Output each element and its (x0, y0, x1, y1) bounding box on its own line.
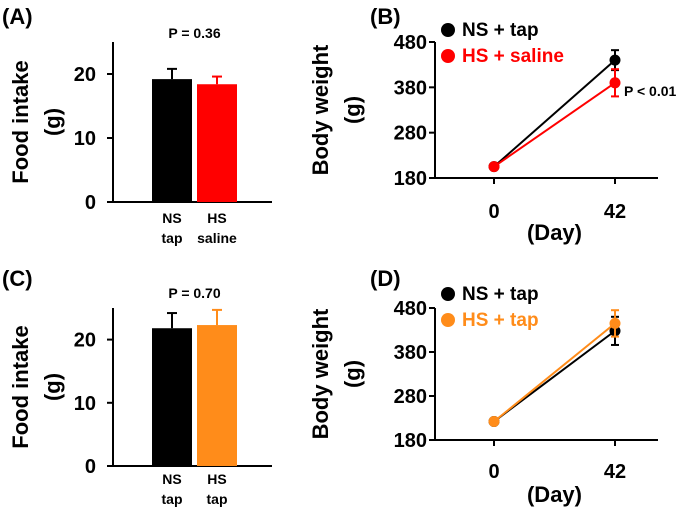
panel-label: (D) (370, 266, 401, 291)
p-value-annotation: P = 0.36 (168, 25, 221, 41)
x-tick-label: 42 (604, 461, 626, 483)
category-label: NS (162, 471, 181, 487)
y-axis-title: Food intake (8, 60, 33, 183)
y-tick-label: 20 (74, 330, 96, 352)
legend-label: NS + tap (462, 20, 539, 41)
panel-label: (B) (370, 4, 401, 29)
category-label: tap (162, 230, 183, 246)
x-tick-label: 0 (488, 461, 499, 483)
legend-marker (441, 49, 455, 63)
category-label: NS (162, 210, 181, 226)
series-line (493, 59, 616, 168)
y-tick-label: 380 (394, 342, 427, 364)
bar (152, 328, 192, 466)
panel-label: (A) (2, 4, 33, 29)
legend-marker (441, 313, 455, 327)
y-axis-title: Body weight (308, 44, 333, 175)
legend-label: HS + saline (462, 46, 564, 67)
category-label: saline (197, 230, 237, 246)
legend-marker (441, 287, 455, 301)
y-tick-label: 0 (85, 456, 96, 478)
y-tick-label: 20 (74, 64, 96, 86)
category-label: tap (207, 491, 228, 507)
x-tick-label: 0 (488, 201, 499, 223)
data-point (609, 317, 621, 329)
chart-panel-2: (B) 180 280 380 480 Body weight (g) 0 42 (Day) NS … (308, 4, 677, 245)
panel-label: (C) (2, 266, 33, 291)
chart-panel-1: (A) 0 10 20 Food intake (g) NS tap HS saline P = 0… (2, 4, 272, 246)
y-axis-unit: (g) (40, 373, 65, 401)
x-tick-label: 42 (604, 201, 626, 223)
y-axis-title: Food intake (8, 325, 33, 448)
y-tick-label: 10 (74, 128, 96, 150)
y-tick-label: 280 (394, 123, 427, 145)
category-label: HS (207, 210, 226, 226)
y-axis-unit: (g) (340, 360, 365, 388)
y-tick-label: 280 (394, 386, 427, 408)
y-tick-label: 0 (85, 192, 96, 214)
p-value-annotation: P < 0.01 (624, 83, 677, 99)
data-point (488, 416, 500, 428)
y-tick-label: 180 (394, 168, 427, 190)
chart-panel-3: (C) 0 10 20 Food intake (g) NS tap HS tap P = 0.70 (2, 266, 272, 507)
category-label: HS (207, 471, 226, 487)
x-axis-title: (Day) (527, 482, 582, 507)
y-axis-title: Body weight (308, 308, 333, 439)
series-line (493, 322, 616, 423)
chart-panel-4: (D) 180 280 380 480 Body weight (g) 0 42 (Day) NS … (308, 266, 658, 507)
y-tick-label: 480 (394, 32, 427, 54)
data-point (488, 161, 500, 173)
y-tick-label: 180 (394, 430, 427, 452)
y-axis-unit: (g) (340, 96, 365, 124)
legend-label: NS + tap (462, 284, 539, 305)
y-tick-label: 10 (74, 393, 96, 415)
series-line (493, 81, 616, 168)
y-tick-label: 380 (394, 77, 427, 99)
category-label: tap (162, 491, 183, 507)
legend-label: HS + tap (462, 310, 539, 331)
data-point (609, 77, 621, 89)
p-value-annotation: P = 0.70 (168, 285, 221, 301)
y-axis-unit: (g) (40, 108, 65, 136)
data-point (609, 54, 621, 66)
bar (152, 79, 192, 202)
x-axis-title: (Day) (527, 220, 582, 245)
bar (197, 84, 237, 202)
y-tick-label: 480 (394, 298, 427, 320)
bar (197, 325, 237, 466)
legend-marker (441, 23, 455, 37)
